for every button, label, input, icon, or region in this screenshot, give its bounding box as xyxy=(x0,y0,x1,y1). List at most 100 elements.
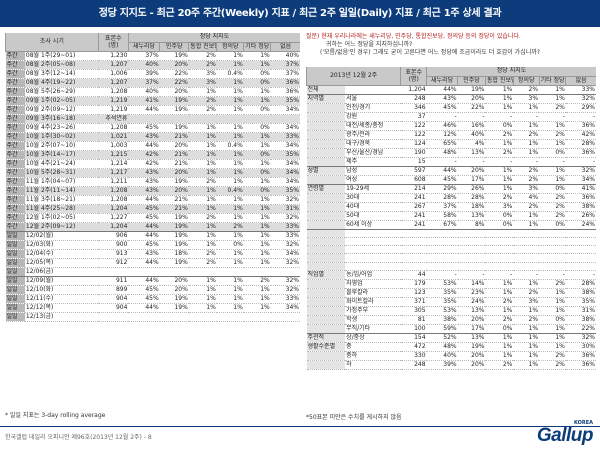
cell-sample: 597 xyxy=(400,166,427,176)
row-type-label: 일일 xyxy=(5,258,25,268)
row-group xyxy=(306,202,346,212)
cell-tonghap: 1% xyxy=(188,285,217,295)
cell-none: 38% xyxy=(565,315,596,325)
cell-none: 32% xyxy=(270,285,300,295)
cell-tonghap: 1% xyxy=(188,195,217,205)
cell-minju: 4% xyxy=(457,139,486,149)
row-group xyxy=(306,315,346,325)
cell-other: 0% xyxy=(539,315,566,325)
cell-sample: 81 xyxy=(400,315,427,325)
table-row: 주간 08월 5주(26~29) 1,208 40% 20% 1% 1% 1% 36% xyxy=(5,87,300,97)
cell-tonghap xyxy=(485,245,514,255)
cell-minju: 13% xyxy=(457,306,486,316)
cell-minju xyxy=(457,245,486,255)
row-group xyxy=(306,103,346,113)
cell-tonghap: 1% xyxy=(485,166,514,176)
cell-jeongui: 1% xyxy=(513,342,540,352)
cell-none: 32% xyxy=(565,333,596,343)
row-period: 12/03(화) xyxy=(24,240,99,250)
cell-sample: 154 xyxy=(400,333,427,343)
cell-sample: 100 xyxy=(400,324,427,334)
cell-sample: 1,227 xyxy=(98,213,129,223)
table-row: 주간 08월 3주(12~14) 1,006 39% 22% 3% 0.4% 0% 37% xyxy=(5,69,300,79)
cell-saenuri: 40% xyxy=(128,87,160,97)
row-group: 생활수준별 xyxy=(306,342,346,352)
cell-saenuri: 40% xyxy=(426,351,458,361)
row-type-label: 주간 xyxy=(5,123,25,133)
row-period: 12/06(금) xyxy=(24,267,99,277)
cell-minju: 19% xyxy=(159,96,189,106)
cell-none: 34% xyxy=(270,123,300,133)
cell-jeongui: 1% xyxy=(216,249,244,259)
row-category xyxy=(345,237,401,247)
cell-jeongui: 1% xyxy=(216,60,244,70)
cell-none xyxy=(565,229,596,238)
cell-other: 1% xyxy=(243,177,271,187)
cell-saenuri: 58% xyxy=(426,211,458,221)
cell-none: 32% xyxy=(270,276,300,286)
table-row: 성별 남성 597 44% 20% 1% 2% 1% 32% xyxy=(306,166,596,176)
cell-minju: 20% xyxy=(159,60,189,70)
cell-none: 37% xyxy=(270,60,300,70)
table-row: 주간 09월 2주(09~12) 1,219 44% 19% 2% 1% 0% 34% xyxy=(5,105,300,115)
cell-other: 2% xyxy=(539,360,566,370)
cell-jeongui xyxy=(513,262,540,272)
row-group xyxy=(306,157,346,167)
col-header-minju: 민주당 xyxy=(457,76,486,86)
cell-other: 1% xyxy=(243,141,271,151)
cell-none: 32% xyxy=(270,195,300,205)
cell-none: 30% xyxy=(565,342,596,352)
cell-tonghap: 1% xyxy=(485,342,514,352)
row-type-label: 주간 xyxy=(5,159,25,169)
cell-none: 36% xyxy=(565,193,596,203)
cell-jeongui: 0% xyxy=(216,240,244,250)
cell-tonghap: 2% xyxy=(188,51,217,61)
cell-saenuri: 65% xyxy=(426,139,458,149)
row-category: 광주/전라 xyxy=(345,130,401,140)
cell-sample: 267 xyxy=(400,202,427,212)
cell-saenuri: - xyxy=(426,270,458,280)
cell-other: 1% xyxy=(243,213,271,223)
table-row: 주간 11월 4주(25~28) 1,204 45% 21% 1% 1% 1% 31% xyxy=(5,204,300,214)
row-period: 10월 3주(14~17) xyxy=(24,150,99,160)
table-row: 40대 267 37% 18% 3% 2% 2% 38% xyxy=(306,202,596,212)
cell-tonghap xyxy=(485,237,514,247)
cell-none: 24% xyxy=(565,220,596,230)
cell-saenuri: 44% xyxy=(426,166,458,176)
table-row: 자영업 179 53% 14% 1% 1% 2% 28% xyxy=(306,279,596,289)
row-category: 하 xyxy=(345,360,401,370)
cell-saenuri: 46% xyxy=(426,121,458,131)
cell-none: 22% xyxy=(565,324,596,334)
cell-tonghap: 2% xyxy=(485,130,514,140)
row-type-label: 일일 xyxy=(5,285,25,295)
cell-other: 1% xyxy=(243,285,271,295)
cell-saenuri: 44% xyxy=(128,222,160,232)
cell-tonghap: 0% xyxy=(485,324,514,334)
row-period: 09월 3주(16~18) xyxy=(24,114,99,124)
row-group xyxy=(306,245,346,255)
row-category: 40대 xyxy=(345,202,401,212)
cell-sample: 1,208 xyxy=(98,186,129,196)
cell-minju: 19% xyxy=(457,342,486,352)
cell-other: 1% xyxy=(539,333,566,343)
cell-saenuri: 35% xyxy=(426,297,458,307)
cell-saenuri xyxy=(426,245,458,255)
cell-tonghap: 1% xyxy=(188,186,217,196)
cell-jeongui: 2% xyxy=(216,222,244,232)
cell-tonghap: 1% xyxy=(188,132,217,142)
cell-sample: 904 xyxy=(98,294,129,304)
cell-tonghap: 1% xyxy=(485,175,514,185)
row-period: 09월 1주(02~05) xyxy=(24,96,99,106)
cell-minju: 8% xyxy=(457,220,486,230)
row-period: 08월 3주(12~14) xyxy=(24,69,99,79)
row-category: 중 xyxy=(345,342,401,352)
cell-none: 32% xyxy=(565,94,596,104)
row-category: 19-29세 xyxy=(345,184,401,194)
row-group xyxy=(306,148,346,158)
row-period: 08월 5주(26~29) xyxy=(24,87,99,97)
row-period: 12/10(화) xyxy=(24,285,99,295)
cell-saenuri: 45% xyxy=(128,294,160,304)
cell-sample: 1,211 xyxy=(98,177,129,187)
cell-none: 34% xyxy=(270,159,300,169)
cell-tonghap: 2% xyxy=(485,315,514,325)
